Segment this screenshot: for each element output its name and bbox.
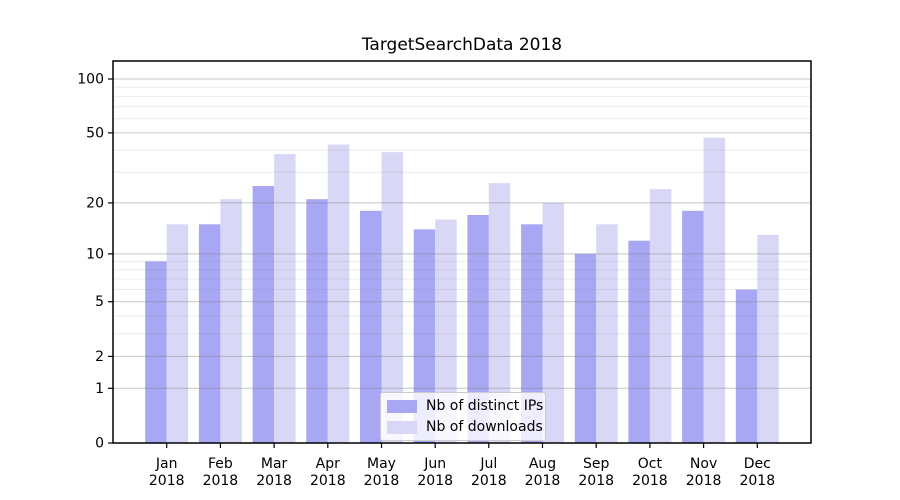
y-tick-label: 10: [86, 246, 104, 262]
bar-distinct-ips-apr: [306, 199, 328, 443]
legend-label-downloads: Nb of downloads: [426, 419, 543, 435]
bar-downloads-dec: [757, 234, 779, 443]
y-tick-label: 1: [95, 381, 104, 397]
bar-distinct-ips-nov: [682, 210, 704, 443]
x-tick-label-dec: Dec 2018: [739, 456, 775, 489]
bar-distinct-ips-may: [360, 210, 382, 443]
x-tick-label-oct: Oct 2018: [632, 456, 668, 489]
bar-downloads-feb: [220, 199, 242, 443]
x-tick-label-jan: Jan 2018: [149, 456, 185, 489]
x-tick-label-may: May 2018: [364, 456, 400, 489]
x-tick-label-feb: Feb 2018: [203, 456, 239, 489]
y-tick-label: 0: [95, 436, 104, 452]
x-tick-label-nov: Nov 2018: [686, 456, 722, 489]
legend-swatch-downloads: [387, 420, 417, 434]
bar-downloads-oct: [649, 189, 672, 443]
chart-title: TargetSearchData 2018: [361, 35, 563, 55]
y-tick-label: 2: [95, 349, 104, 365]
bar-distinct-ips-dec: [735, 289, 758, 443]
x-tick-label-jul: Jul 2018: [471, 456, 507, 489]
bar-downloads-jul: [488, 183, 511, 443]
y-tick-label: 5: [95, 294, 104, 310]
bar-downloads-mar: [274, 154, 296, 443]
bar-distinct-ips-sep: [574, 253, 597, 443]
bar-downloads-apr: [327, 144, 350, 443]
bar-downloads-nov: [703, 137, 726, 443]
bar-distinct-ips-jun: [413, 229, 436, 443]
bar-distinct-ips-feb: [198, 224, 221, 443]
bar-distinct-ips-mar: [252, 186, 275, 443]
bar-distinct-ips-oct: [628, 240, 650, 443]
legend-item-distinct-ips: Nb of distinct IPs: [387, 398, 543, 414]
x-tick-label-mar: Mar 2018: [256, 456, 292, 489]
bar-downloads-jan: [166, 224, 189, 443]
bar-downloads-jun: [435, 219, 457, 443]
bar-distinct-ips-jan: [145, 261, 167, 443]
y-tick-label: 20: [86, 195, 104, 211]
x-tick-label-apr: Apr 2018: [310, 456, 346, 489]
y-tick-label: 50: [86, 125, 104, 141]
bar-downloads-aug: [542, 202, 564, 443]
bar-downloads-may: [381, 152, 403, 443]
bar-downloads-sep: [596, 224, 618, 443]
x-tick-label-jun: Jun 2018: [417, 456, 453, 489]
bar-distinct-ips-jul: [467, 215, 489, 443]
legend-label-distinct-ips: Nb of distinct IPs: [426, 398, 544, 414]
x-tick-label-aug: Aug 2018: [525, 456, 561, 489]
legend-swatch-distinct-ips: [387, 399, 417, 413]
chart-legend: Nb of distinct IPs Nb of downloads: [380, 392, 546, 441]
legend-item-downloads: Nb of downloads: [387, 419, 543, 435]
y-tick-label: 100: [77, 72, 104, 88]
bar-distinct-ips-aug: [521, 224, 543, 443]
x-tick-label-sep: Sep 2018: [578, 456, 614, 489]
plot-border: [112, 60, 812, 444]
